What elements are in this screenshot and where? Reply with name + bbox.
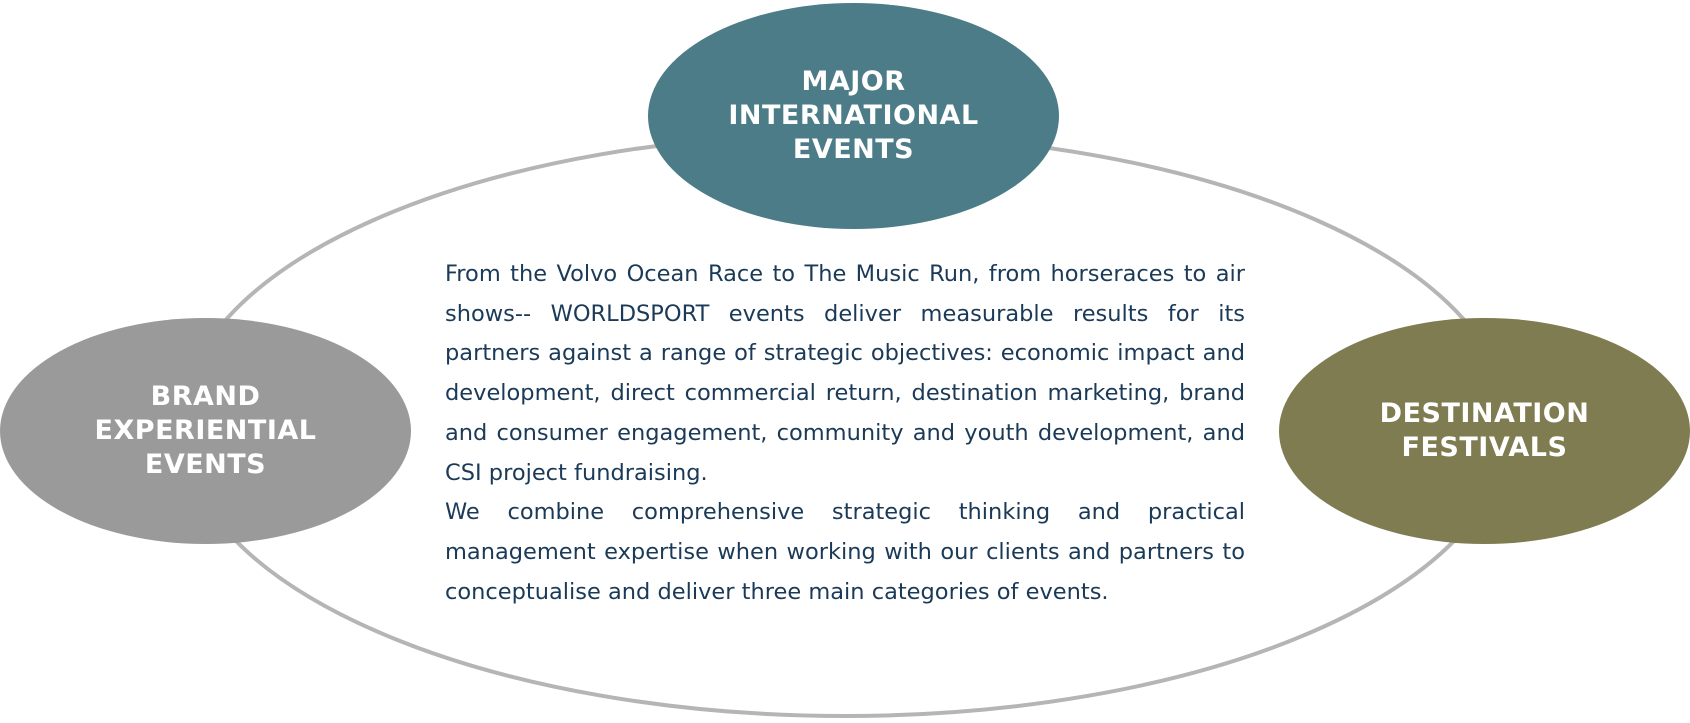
description-paragraph-1: From the Volvo Ocean Race to The Music R… bbox=[445, 261, 1245, 486]
destination-festivals-node: DESTINATION FESTIVALS bbox=[1279, 318, 1690, 544]
description-text-block: From the Volvo Ocean Race to The Music R… bbox=[445, 255, 1245, 612]
major-international-events-node: MAJOR INTERNATIONAL EVENTS bbox=[648, 3, 1059, 229]
destination-festivals-label: DESTINATION FESTIVALS bbox=[1379, 398, 1590, 463]
description-paragraph-2: We combine comprehensive strategic think… bbox=[445, 499, 1245, 605]
major-international-events-label: MAJOR INTERNATIONAL EVENTS bbox=[728, 66, 979, 165]
brand-experiential-events-label: BRAND EXPERIENTIAL EVENTS bbox=[94, 381, 317, 480]
brand-experiential-events-node: BRAND EXPERIENTIAL EVENTS bbox=[0, 318, 411, 544]
